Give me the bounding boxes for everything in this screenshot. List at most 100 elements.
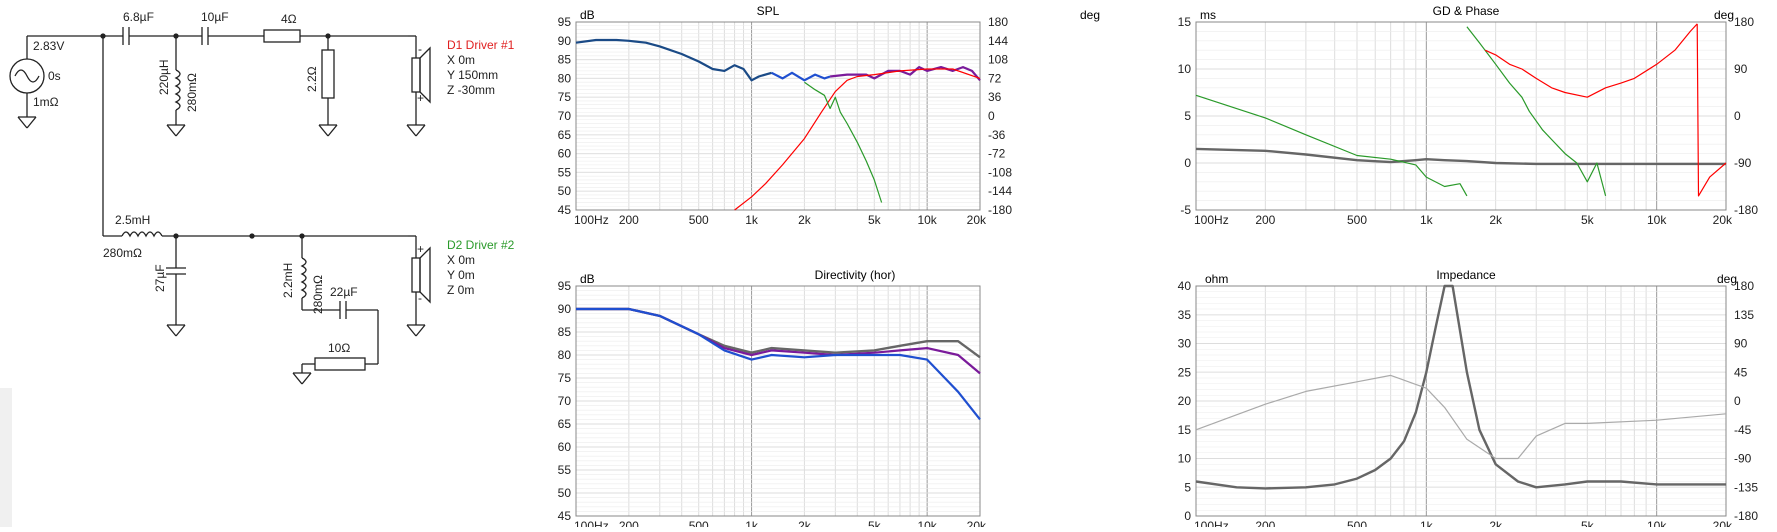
x-tick-label: 100Hz — [1194, 519, 1229, 527]
y-tick-label: 70 — [558, 109, 572, 123]
x-tick-label: 500 — [1347, 213, 1367, 227]
inductor-l2[interactable] — [121, 231, 163, 238]
y-tick-label: 30 — [1178, 337, 1192, 351]
c3-label: 27µF — [153, 264, 167, 292]
l2-resistance-label: 280mΩ — [103, 246, 142, 260]
capacitor-c3[interactable] — [166, 267, 186, 275]
x-tick-label: 200 — [1255, 519, 1275, 527]
ground-symbol-l1 — [166, 124, 186, 137]
series-line-red — [1484, 23, 1698, 98]
y2-tick-label: 108 — [988, 53, 1008, 67]
y-tick-label: 90 — [558, 34, 572, 48]
series-line-blue — [576, 307, 981, 421]
x-tick-label: 10k — [917, 213, 937, 227]
chart-impedance[interactable]: Impedance ohm deg 40 35 30 25 20 15 10 5 0 180 135… — [1178, 268, 1759, 532]
x-tick-label: 5k — [868, 519, 882, 527]
schematic-labels: 2.83V 0s 1mΩ 6.8µF 10µF 4Ω 220µH 280mΩ 2… — [33, 10, 515, 355]
driver2-z: Z 0m — [447, 283, 474, 297]
y-tick-label: 0 — [1184, 509, 1191, 523]
y2-tick-label: -180 — [988, 203, 1012, 217]
driver1-name[interactable]: D1 Driver #1 — [447, 38, 515, 52]
driver2-name[interactable]: D2 Driver #2 — [447, 238, 515, 252]
x-tick-label: 10k — [1647, 519, 1667, 527]
y-tick-label: 60 — [558, 440, 572, 454]
series-line-navy — [575, 38, 772, 82]
plot-frame — [575, 21, 981, 211]
directivity-title: Directivity (hor) — [815, 268, 896, 282]
chart-gd-phase[interactable]: GD & Phase ms deg 15 10 5 0 -5 180 90 0 -90 -180 1… — [1178, 4, 1759, 227]
y2-tick-label: 0 — [1734, 394, 1741, 408]
y2-tick-label: -144 — [988, 184, 1012, 198]
ground-symbol-c3 — [166, 324, 186, 337]
y-tick-label: 45 — [558, 203, 572, 217]
gd-title: GD & Phase — [1433, 4, 1500, 18]
series-line-lightgrey — [1195, 374, 1727, 460]
gd-right-unit: deg — [1714, 8, 1734, 22]
y-tick-label: 0 — [1184, 156, 1191, 170]
y-tick-label: 95 — [558, 279, 572, 293]
y-tick-label: 35 — [1178, 308, 1192, 322]
y-tick-label: 80 — [558, 71, 572, 85]
driver1-minus: - — [418, 42, 422, 56]
x-tick-label: 5k — [868, 213, 882, 227]
capacitor-c1[interactable] — [122, 27, 130, 45]
x-tick-label: 2k — [798, 519, 812, 527]
y2-tick-label: 90 — [1734, 337, 1748, 351]
resistor-r3[interactable] — [314, 357, 366, 371]
plot-frame — [575, 285, 981, 517]
y2-tick-label: 36 — [988, 90, 1002, 104]
series-line-red — [734, 68, 981, 211]
x-tick-label: 100Hz — [574, 519, 609, 527]
ground-symbol-source — [17, 116, 37, 129]
c1-label: 6.8µF — [123, 10, 154, 24]
y2-tick-label: -135 — [1734, 480, 1758, 494]
capacitor-c4[interactable] — [339, 301, 347, 319]
y-tick-label: 80 — [558, 348, 572, 362]
y2-tick-label: -108 — [988, 165, 1012, 179]
spl-title: SPL — [757, 4, 780, 18]
x-tick-label: 100Hz — [1194, 213, 1229, 227]
series-line-red — [1696, 23, 1727, 197]
inductor-l1[interactable] — [174, 69, 181, 111]
l1-resistance-label: 280mΩ — [185, 73, 199, 112]
y-tick-label: 75 — [558, 90, 572, 104]
y-tick-label: 90 — [558, 302, 572, 316]
x-tick-label: 200 — [619, 213, 639, 227]
chart-directivity[interactable]: Directivity (hor) dB 95 90 85 80 75 70 65 60 55 5… — [558, 268, 987, 532]
voltage-source[interactable] — [9, 58, 45, 94]
y-tick-label: 20 — [1178, 394, 1192, 408]
ground-symbol-d1 — [406, 124, 426, 137]
resistor-r2[interactable] — [321, 49, 335, 99]
resistor-r1[interactable] — [263, 29, 301, 43]
y2-tick-label: -90 — [1734, 452, 1752, 466]
capacitor-c2[interactable] — [201, 27, 209, 45]
panel-edge — [0, 388, 12, 527]
y-tick-label: 5 — [1184, 109, 1191, 123]
impedance-left-unit: ohm — [1205, 272, 1228, 286]
y-tick-label: 85 — [558, 325, 572, 339]
r1-label: 4Ω — [281, 12, 297, 26]
r2-label: 2.2Ω — [305, 66, 319, 92]
r3-label: 10Ω — [328, 341, 350, 355]
driver2-x: X 0m — [447, 253, 475, 267]
y-tick-label: 65 — [558, 417, 572, 431]
y2-tick-label: 0 — [988, 109, 995, 123]
y2-tick-label: 135 — [1734, 308, 1754, 322]
chart-spl[interactable]: SPL dB deg 95 90 85 80 75 70 65 60 55 50 45 180 144 1… — [558, 4, 1100, 227]
y-tick-label: 55 — [558, 165, 572, 179]
x-tick-label: 1k — [1420, 519, 1434, 527]
inductor-l3[interactable] — [300, 257, 307, 299]
impedance-right-unit: deg — [1717, 272, 1737, 286]
l3-label: 2.2mH — [281, 263, 295, 298]
driver2-minus: - — [418, 291, 422, 305]
y2-tick-label: -36 — [988, 128, 1006, 142]
l1-label: 220µH — [157, 59, 171, 95]
x-tick-label: 10k — [917, 519, 937, 527]
x-tick-label: 100Hz — [574, 213, 609, 227]
y2-tick-label: -72 — [988, 147, 1006, 161]
y-tick-label: 75 — [558, 371, 572, 385]
y2-tick-label: 180 — [1734, 279, 1754, 293]
x-tick-label: 2k — [1489, 213, 1503, 227]
